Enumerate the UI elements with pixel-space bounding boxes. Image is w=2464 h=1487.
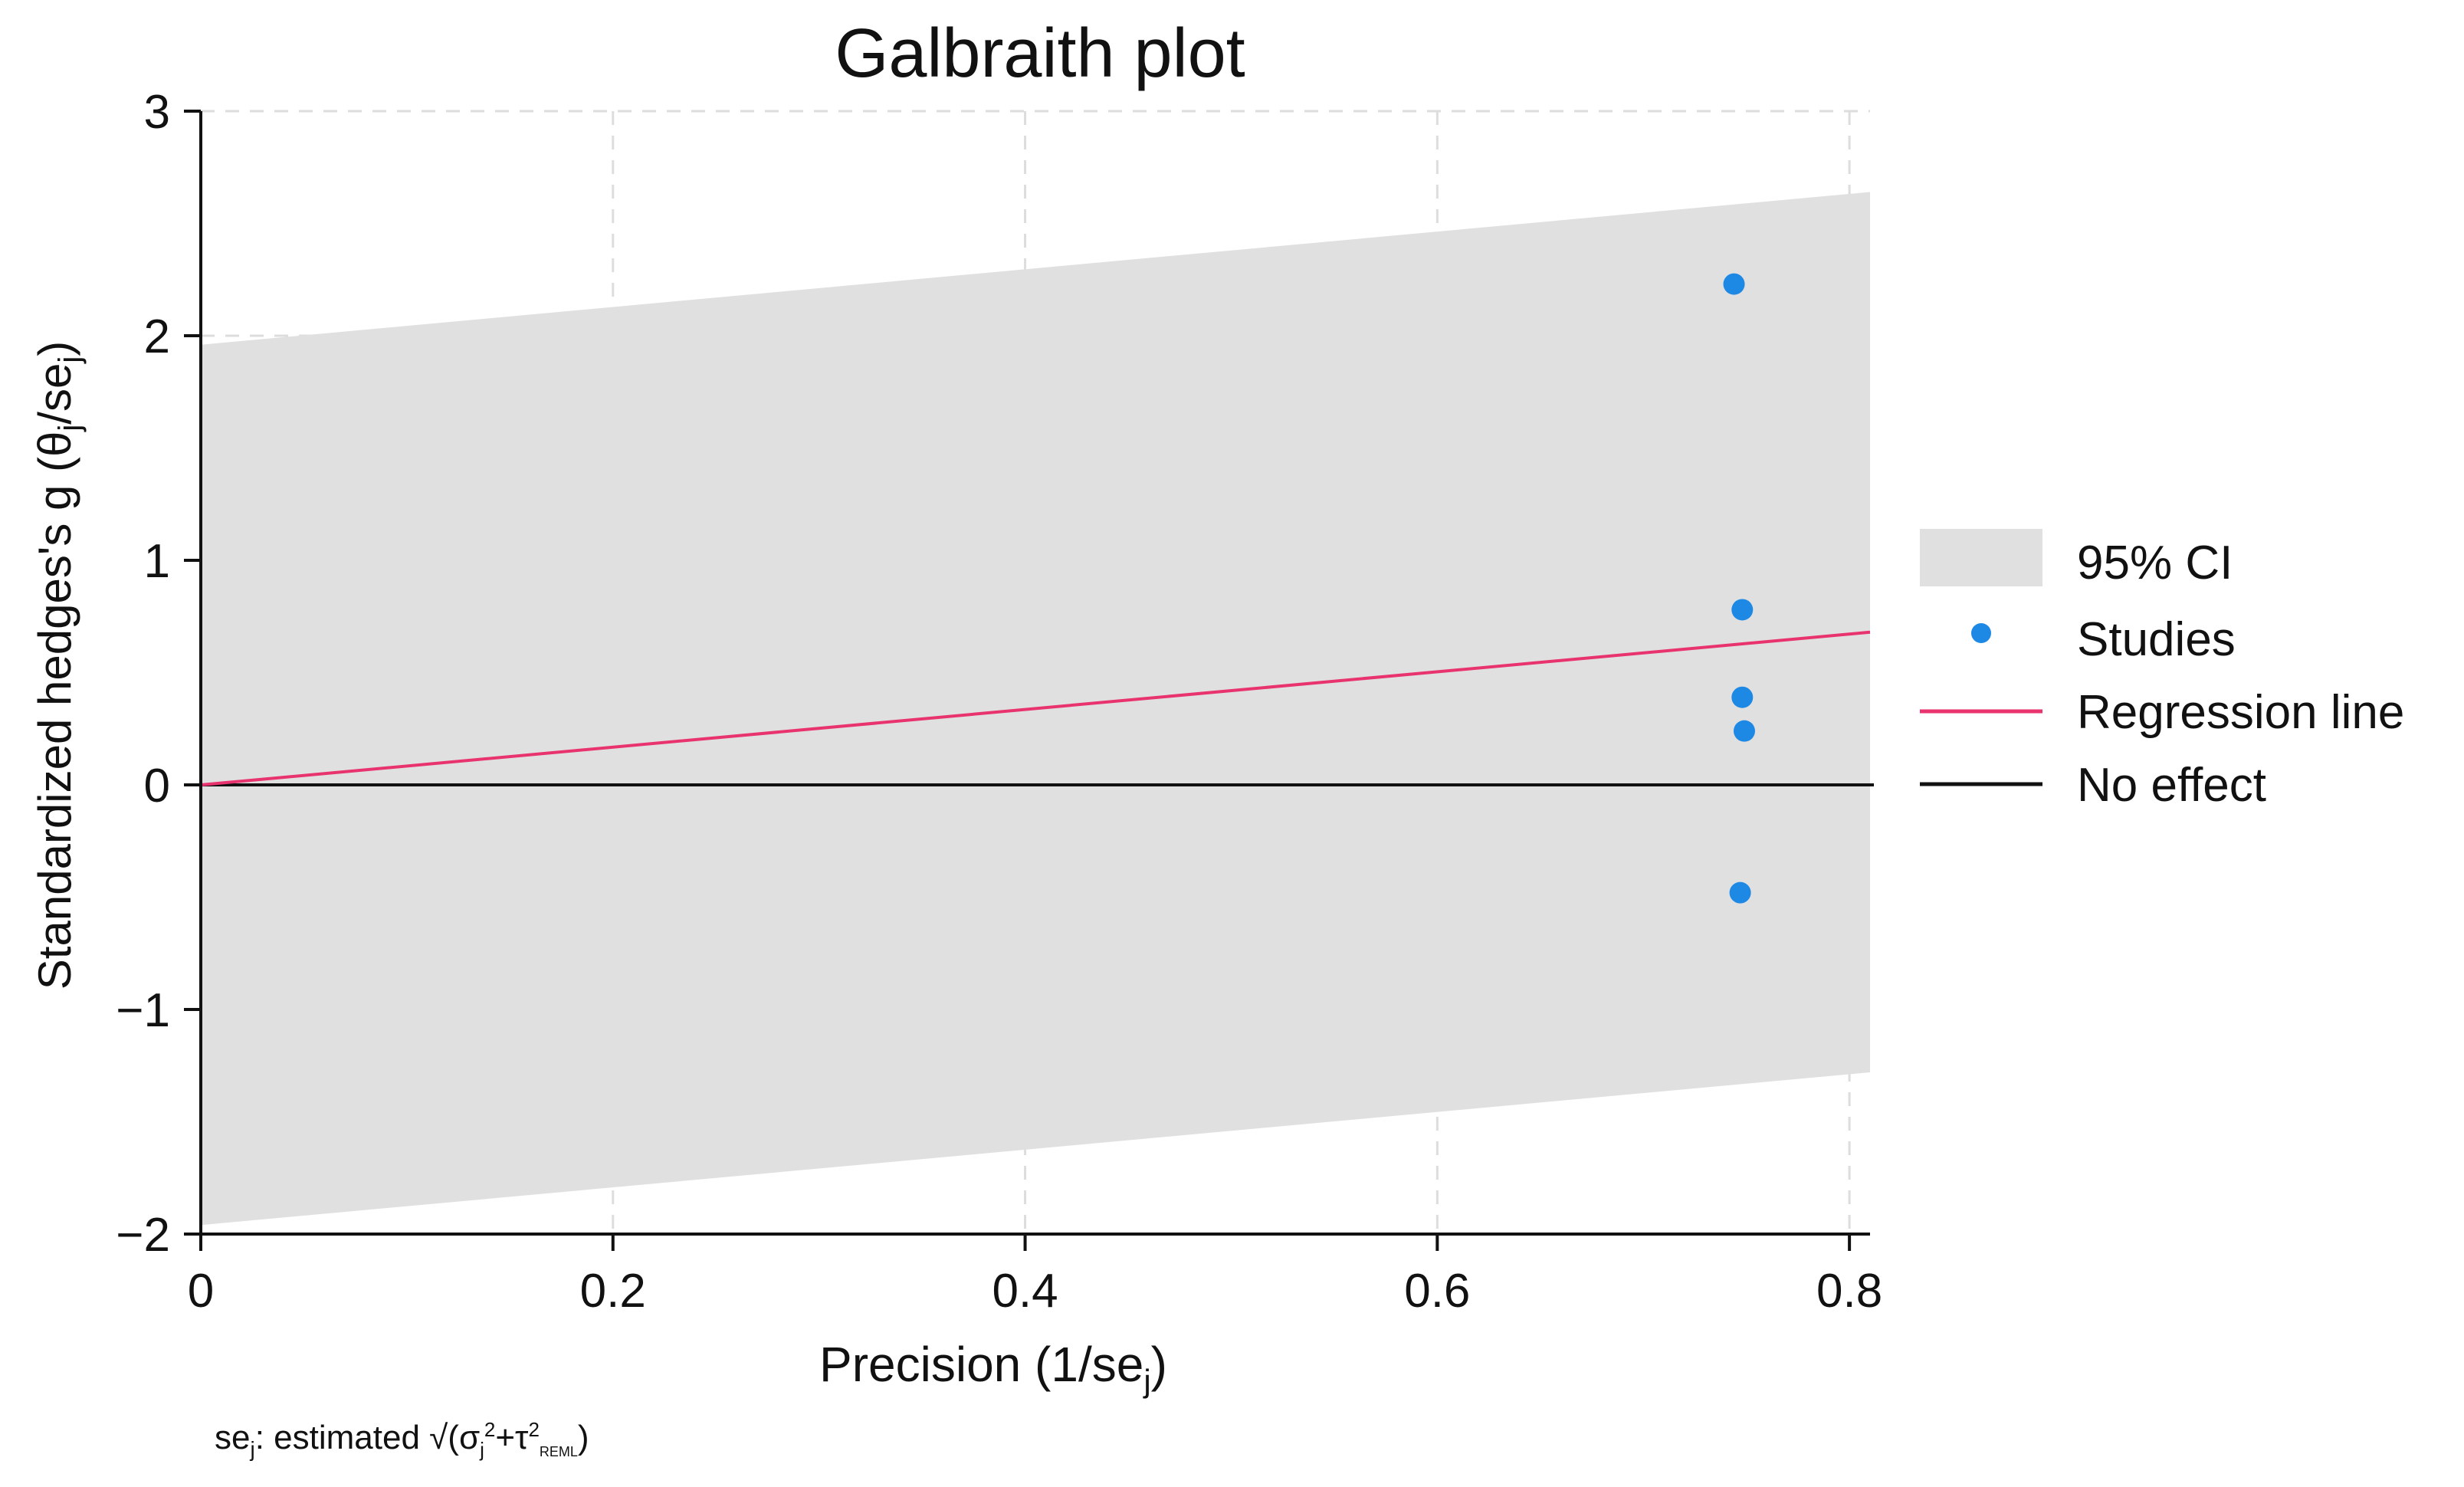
- footnote-text2: +τ: [495, 1419, 529, 1456]
- y-tick-label: 2: [144, 310, 170, 363]
- y-axis-label-sub1: j: [53, 425, 87, 432]
- x-axis-label-sub: j: [1142, 1363, 1150, 1399]
- footnote-se-sub: j: [249, 1437, 254, 1461]
- legend-ci-swatch: [1920, 529, 2042, 586]
- legend-studies-marker: [1971, 623, 1991, 643]
- y-tick-label: 0: [144, 760, 170, 812]
- legend-ci-label: 95% CI: [2077, 537, 2233, 589]
- study-point: [1731, 686, 1754, 708]
- legend-regression-label: Regression line: [2077, 686, 2404, 739]
- y-axis-label-part1: Standardized hedges's g (θ: [29, 432, 80, 990]
- y-tick-label: 3: [144, 86, 170, 139]
- legend-studies-label: Studies: [2077, 613, 2236, 666]
- footnote-se: se: [215, 1419, 250, 1456]
- y-axis-label-close: ): [29, 341, 80, 356]
- x-axis-label: Precision (1/sej): [819, 1337, 1167, 1399]
- x-tick-label: 0.2: [580, 1265, 646, 1318]
- regression-line: [200, 630, 1871, 786]
- y-axis-label-part2: /se: [29, 363, 80, 425]
- study-point: [1731, 599, 1754, 621]
- x-axis-label-main: Precision (1/se: [819, 1337, 1143, 1392]
- x-axis-label-close: ): [1151, 1337, 1167, 1392]
- footnote-sigma-sup: 2: [484, 1418, 495, 1441]
- legend: 95% CI Studies Regression line No effect: [1920, 529, 2404, 812]
- study-point: [1733, 720, 1755, 742]
- footnote-tau-sup: 2: [528, 1418, 539, 1441]
- legend-no-effect-label: No effect: [2077, 759, 2266, 812]
- x-tick-label: 0.8: [1816, 1265, 1882, 1318]
- plot-area: [184, 110, 1874, 1251]
- footnote: sej: estimated √(σj2+τ2REML): [215, 1418, 589, 1461]
- y-axis-label: Standardized hedges's g (θj/sej): [29, 341, 87, 990]
- x-tick-label: 0.4: [992, 1265, 1058, 1318]
- x-tick-labels: 0 0.2 0.4 0.6 0.8: [188, 1265, 1882, 1318]
- x-tick-label: 0.6: [1404, 1265, 1470, 1318]
- x-tick-label: 0: [188, 1265, 214, 1318]
- footnote-text1: : estimated √(σ: [255, 1419, 480, 1456]
- chart-title: Galbraith plot: [835, 15, 1245, 92]
- y-tick-label: −2: [116, 1209, 170, 1262]
- y-axis-label-group: Standardized hedges's g (θj/sej): [29, 341, 87, 990]
- footnote-tau-sub: REML: [540, 1444, 578, 1459]
- footnote-sigma-sub: j: [479, 1438, 484, 1461]
- study-point: [1723, 273, 1745, 295]
- y-tick-label: −1: [116, 984, 170, 1037]
- footnote-close: ): [578, 1419, 589, 1456]
- y-axis-label-sub2: j: [53, 356, 87, 364]
- study-point: [1729, 881, 1751, 904]
- y-tick-labels: −2 −1 0 1 2 3: [116, 86, 170, 1262]
- y-tick-label: 1: [144, 535, 170, 588]
